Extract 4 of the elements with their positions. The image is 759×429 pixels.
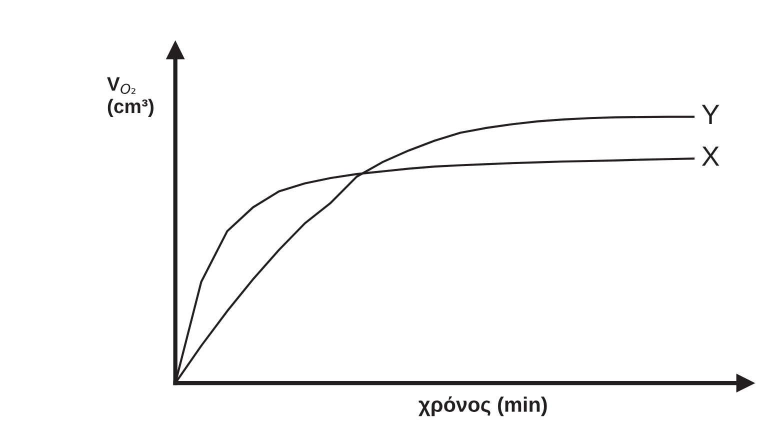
series-label: Y xyxy=(702,104,720,124)
x-axis-title: χρόνος (min) xyxy=(418,396,547,416)
y-axis-title: V$_{O₂}$ (cm³) xyxy=(107,77,154,118)
series-label: X xyxy=(702,146,720,166)
